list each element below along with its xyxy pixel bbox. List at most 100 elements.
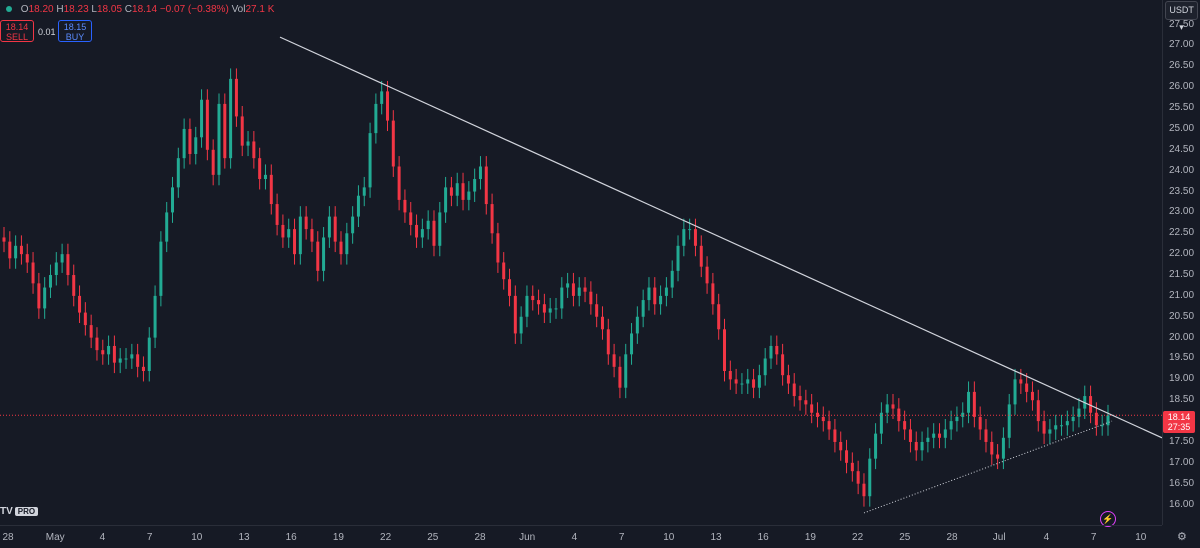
candle-body xyxy=(240,116,244,146)
candle-body xyxy=(484,166,488,205)
time-tick: 28 xyxy=(2,532,14,543)
candle-body xyxy=(554,308,558,310)
candle-body xyxy=(850,462,854,472)
candle-body xyxy=(1106,415,1110,426)
candle-body xyxy=(566,283,570,288)
logo-text: TV xyxy=(0,506,13,517)
price-tick: 23.00 xyxy=(1169,206,1195,218)
candle-body xyxy=(577,287,581,296)
candle-body xyxy=(804,400,808,405)
candle-body xyxy=(246,141,250,146)
candle-body xyxy=(194,137,198,154)
time-tick: 4 xyxy=(571,532,578,543)
candle-body xyxy=(1019,379,1023,384)
time-tick: 7 xyxy=(1090,532,1097,543)
pro-badge: PRO xyxy=(14,507,39,516)
tradingview-logo[interactable]: TV PRO xyxy=(0,506,39,517)
time-tick: 7 xyxy=(618,532,625,543)
candle-body xyxy=(548,308,552,313)
candle-body xyxy=(659,295,663,305)
candle-body xyxy=(229,78,233,159)
candle-body xyxy=(728,371,732,380)
candle-body xyxy=(798,396,802,401)
candle-body xyxy=(490,204,494,234)
gear-icon[interactable]: ⚙ xyxy=(1177,531,1187,543)
candle-body xyxy=(234,78,238,117)
time-tick: 10 xyxy=(1135,532,1147,543)
price-tick: 17.00 xyxy=(1169,456,1195,468)
candle-body xyxy=(438,212,442,246)
price-tick: 20.00 xyxy=(1169,331,1195,343)
candle-body xyxy=(705,266,709,284)
candle-body xyxy=(263,174,267,180)
candle-body xyxy=(205,99,209,150)
candle-body xyxy=(1007,404,1011,438)
candle-body xyxy=(19,245,23,255)
candle-body xyxy=(141,366,145,372)
candle-body xyxy=(48,275,52,288)
price-tick: 26.00 xyxy=(1169,81,1195,93)
buy-button[interactable]: 18.15 BUY xyxy=(58,20,92,42)
candle-body xyxy=(293,229,297,255)
candle-body xyxy=(252,141,256,159)
price-tick: 20.50 xyxy=(1169,310,1195,322)
sell-price: 18.14 xyxy=(5,22,29,32)
price-tick: 27.50 xyxy=(1169,19,1194,30)
candle-body xyxy=(891,404,895,409)
price-tick: 24.50 xyxy=(1169,143,1195,155)
candle-body xyxy=(25,254,29,263)
low-label: L xyxy=(91,4,97,15)
candle-body xyxy=(786,375,790,384)
candle-body xyxy=(926,437,930,442)
candle-body xyxy=(937,433,941,438)
time-tick: Jun xyxy=(519,532,536,543)
candle-body xyxy=(1071,416,1075,422)
candle-body xyxy=(903,421,907,430)
resistance-trendline[interactable] xyxy=(279,36,1163,439)
price-tick: 19.00 xyxy=(1169,373,1195,385)
candle-body xyxy=(502,262,506,280)
time-tick: 25 xyxy=(899,532,911,543)
currency-label: USDT xyxy=(1169,5,1194,15)
price-tick: 16.50 xyxy=(1169,477,1195,489)
price-tick: 27.00 xyxy=(1169,39,1195,51)
price-chart[interactable] xyxy=(0,0,1163,525)
candle-body xyxy=(1077,408,1081,417)
candle-body xyxy=(984,429,988,442)
support-trendline[interactable] xyxy=(863,420,1113,514)
candle-body xyxy=(380,91,384,104)
candle-body xyxy=(78,295,82,313)
candle-body xyxy=(130,354,134,359)
candle-body xyxy=(310,229,314,242)
candle-body xyxy=(432,220,436,246)
time-axis[interactable]: 28 May 4 7 10 13 16 19 22 25 28 Jun 4 7 10 13 16 19 22 25 28… xyxy=(0,525,1162,548)
candle-body xyxy=(112,345,116,363)
candle-body xyxy=(1036,400,1040,422)
candle-body xyxy=(862,483,866,497)
candle-body xyxy=(426,220,430,230)
candle-body xyxy=(908,429,912,442)
candle-body xyxy=(508,279,512,296)
lightning-icon[interactable]: ⚡ xyxy=(1100,511,1116,527)
candle-body xyxy=(147,337,151,372)
currency-selector[interactable]: USDT ▾ xyxy=(1165,1,1198,32)
price-tick: 18.50 xyxy=(1169,394,1195,406)
chart-area[interactable]: O18.20 H18.23 L18.05 C18.14 −0.07 (−0.38… xyxy=(0,0,1163,527)
sell-button[interactable]: 18.14 SELL xyxy=(0,20,34,42)
candle-body xyxy=(374,103,378,134)
sell-label: SELL xyxy=(5,32,29,42)
price-tick: 16.00 xyxy=(1169,498,1195,510)
candle-body xyxy=(165,212,169,242)
candle-body xyxy=(827,421,831,430)
candle-body xyxy=(537,300,541,305)
price-axis[interactable]: 27.50 27.00 26.50 26.00 25.50 25.00 24.50 24.00… xyxy=(1162,0,1200,525)
candle-body xyxy=(1094,412,1098,426)
candle-body xyxy=(757,375,761,388)
candle-body xyxy=(1054,425,1058,430)
candle-body xyxy=(171,187,175,213)
candle-body xyxy=(624,354,628,388)
candle-body xyxy=(595,304,599,317)
candle-body xyxy=(211,149,215,175)
volume-value: 27.1 K xyxy=(245,4,275,15)
price-tick: 21.00 xyxy=(1169,289,1195,301)
